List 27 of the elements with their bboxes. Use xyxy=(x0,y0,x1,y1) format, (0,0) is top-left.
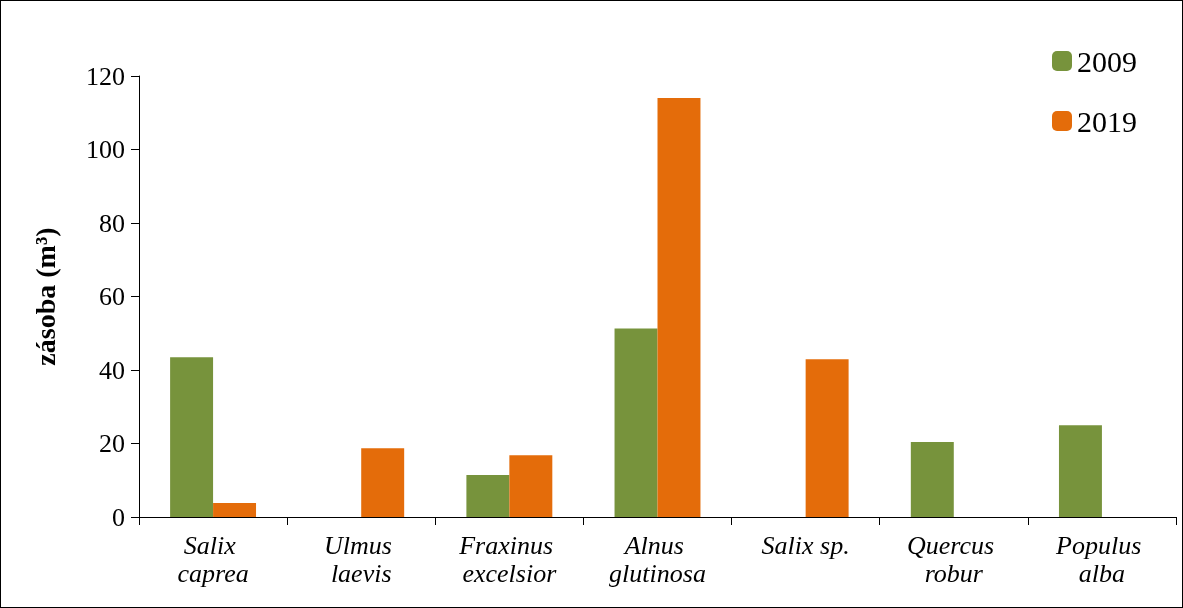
y-tick-label: 80 xyxy=(99,208,125,238)
y-tick-label: 0 xyxy=(112,502,125,532)
x-tick-label: Populus alba xyxy=(1055,530,1148,588)
x-tick-label: Salix caprea xyxy=(177,530,249,588)
y-tick-label: 20 xyxy=(99,429,125,458)
x-tick-label: Alnus glutinosa xyxy=(609,530,706,588)
bar xyxy=(910,442,954,517)
bar xyxy=(466,475,510,517)
bar xyxy=(1058,425,1102,517)
x-tick-label: Salix sp. xyxy=(761,530,850,560)
y-axis-title: zásoba (m³) xyxy=(29,227,61,366)
y-tick-label: 100 xyxy=(86,135,125,164)
x-tick-label: Ulmus laevis xyxy=(324,530,399,588)
bar xyxy=(213,503,257,517)
y-tick-label: 60 xyxy=(99,282,125,311)
legend-label: 2009 xyxy=(1077,44,1137,78)
legend-label: 2019 xyxy=(1077,104,1137,138)
bar xyxy=(805,359,849,517)
bar xyxy=(509,455,553,517)
bar xyxy=(614,328,658,517)
bar xyxy=(361,448,405,517)
y-tick-label: 40 xyxy=(99,355,125,385)
bar xyxy=(170,357,214,517)
x-tick-label: Quercus robur xyxy=(906,530,1001,588)
bar xyxy=(657,98,701,517)
y-tick-label: 120 xyxy=(86,61,125,91)
x-tick-label: Fraxinus excelsior xyxy=(458,530,560,588)
